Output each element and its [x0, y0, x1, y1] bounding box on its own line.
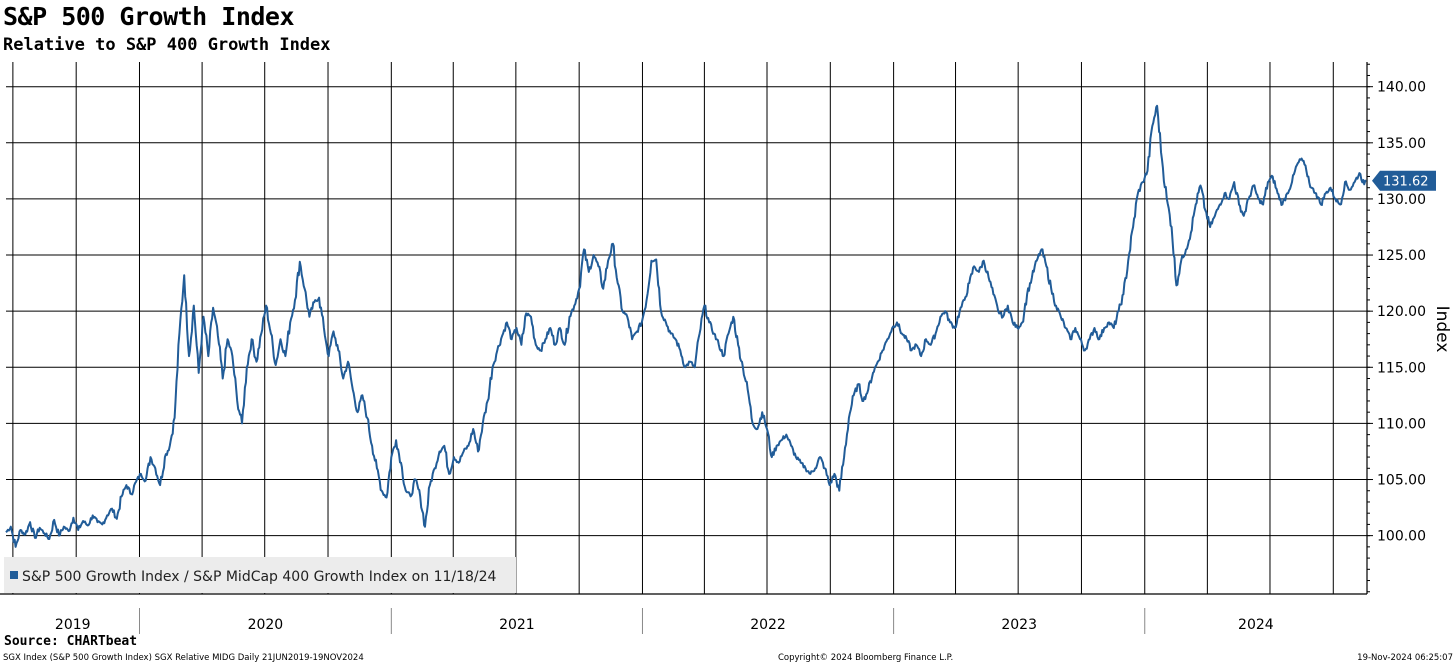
x-axis-ticks: 2019 2020 2021 2022 2023 2024 [55, 608, 1274, 634]
chart-subtitle: Relative to S&P 400 Growth Index [3, 35, 331, 55]
x-tick-label: 2024 [1238, 617, 1274, 633]
last-value-badge-shape [1372, 170, 1436, 191]
legend-swatch [10, 571, 18, 579]
legend-label: S&P 500 Growth Index / S&P MidCap 400 Gr… [22, 569, 497, 585]
legend: S&P 500 Growth Index / S&P MidCap 400 Gr… [4, 557, 516, 593]
y-tick-label: 120.00 [1377, 304, 1426, 320]
last-value-badge: 131.62 [1372, 170, 1436, 191]
x-tick-label: 2019 [55, 617, 91, 633]
y-tick-label: 125.00 [1377, 248, 1426, 264]
y-tick-label: 110.00 [1377, 416, 1426, 432]
x-tick-label: 2020 [248, 617, 284, 633]
x-tick-label: 2022 [750, 617, 786, 633]
y-axis-ticks: 100.00 105.00 110.00 115.00 120.00 125.00 130.… [1367, 63, 1426, 593]
y-tick-label: 140.00 [1377, 80, 1426, 96]
footer-copyright: Copyright© 2024 Bloomberg Finance L.P. [778, 653, 954, 663]
y-tick-label: 135.00 [1377, 136, 1426, 152]
y-tick-label: 130.00 [1377, 192, 1426, 208]
series-line [5, 104, 1367, 548]
y-tick-label: 100.00 [1377, 529, 1426, 545]
grid-lines [6, 62, 1367, 594]
source-note: Source: CHARTbeat [4, 634, 138, 649]
y-tick-label: 115.00 [1377, 360, 1426, 376]
series-layer [5, 104, 1367, 548]
y-tick-label: 105.00 [1377, 473, 1426, 489]
axes [0, 62, 1368, 595]
footer-series-info: SGX Index (S&P 500 Growth Index) SGX Rel… [3, 653, 364, 663]
y-axis-label: Index [1432, 306, 1452, 353]
last-value-label: 131.62 [1383, 175, 1429, 190]
chart-title: S&P 500 Growth Index [3, 2, 295, 31]
footer-timestamp: 19-Nov-2024 06:25:07 [1357, 653, 1453, 663]
x-tick-label: 2021 [499, 617, 535, 633]
legend-background [4, 557, 516, 593]
x-tick-label: 2023 [1001, 617, 1037, 633]
